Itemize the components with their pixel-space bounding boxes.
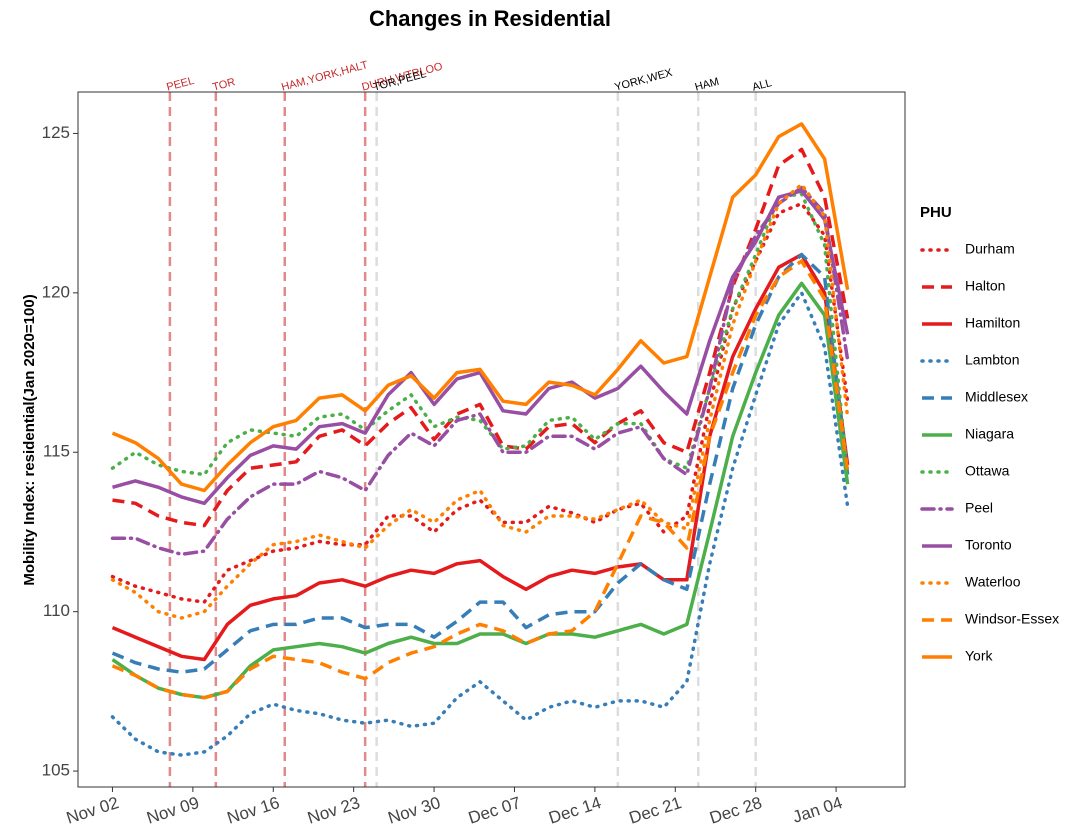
legend-label: Ottawa: [965, 463, 1010, 479]
x-tick-label: Nov 16: [225, 793, 282, 828]
series-line: [110, 192, 850, 477]
x-tick-label: Dec 21: [627, 793, 684, 828]
series-line: [111, 252, 850, 662]
event-label: PEEL: [165, 75, 195, 94]
y-tick-label: 125: [42, 123, 70, 142]
y-axis-label: Mobility Index: residential(Jan 2020=100…: [21, 294, 38, 585]
event-label: HAM: [694, 76, 721, 94]
plot-border: [77, 91, 906, 788]
legend-label: Waterloo: [965, 574, 1021, 590]
y-tick-label: 120: [42, 282, 70, 301]
legend-label: Halton: [965, 278, 1005, 294]
event-label: YORK,WEX: [613, 67, 674, 94]
event-label: HAM,YORK,HALT: [280, 59, 369, 94]
legend-label: Hamilton: [965, 315, 1020, 331]
series-line: [110, 185, 850, 557]
legend-label: Durham: [965, 241, 1015, 257]
series-line: [111, 252, 850, 674]
x-tick-label: Nov 02: [64, 793, 121, 828]
y-tick-label: 105: [42, 761, 70, 780]
x-tick-label: Nov 30: [386, 793, 443, 828]
event-label: ALL: [751, 77, 773, 94]
x-tick-label: Nov 09: [144, 793, 201, 828]
x-tick-label: Dec 28: [707, 793, 764, 828]
legend-label: Lambton: [965, 352, 1019, 368]
legend-label: Niagara: [965, 426, 1014, 442]
legend-label: York: [965, 648, 994, 664]
legend-label: Peel: [965, 500, 993, 516]
x-tick-label: Dec 14: [546, 793, 603, 828]
y-tick-label: 110: [43, 601, 70, 620]
x-tick-label: Dec 07: [466, 793, 523, 828]
series-line: [111, 122, 850, 493]
series-line: [110, 291, 850, 757]
legend-label: Middlesex: [965, 389, 1028, 405]
x-tick-label: Nov 23: [305, 793, 362, 828]
series-line: [112, 189, 850, 506]
legend-label: Toronto: [965, 537, 1012, 553]
series-line: [111, 259, 850, 700]
y-tick-label: 115: [43, 442, 70, 461]
x-tick-label: Jan 04: [790, 793, 844, 827]
event-label: TOR: [211, 76, 236, 94]
chart-title: Changes in Residential: [369, 6, 611, 31]
legend-label: Windsor-Essex: [965, 611, 1059, 627]
legend-title: PHU: [920, 204, 952, 221]
